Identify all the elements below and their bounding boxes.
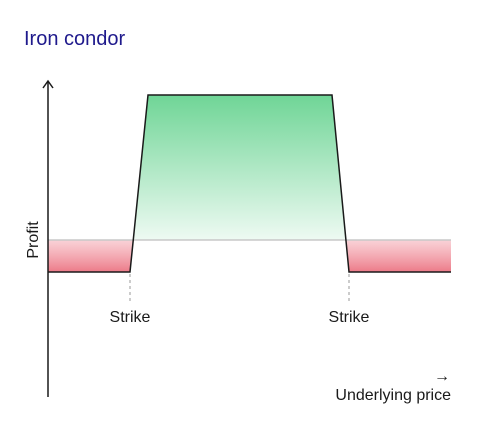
y-axis-arrowhead (42, 79, 54, 89)
diagram-title: Iron condor (24, 28, 126, 50)
loss-region-left (48, 240, 133, 272)
payoff-line (48, 94, 451, 273)
y-axis-label: Profit (25, 221, 42, 259)
strike-label-right: Strike (329, 309, 370, 326)
profit-region (133, 95, 346, 240)
loss-region-right (346, 240, 451, 272)
strike-label-left: Strike (110, 309, 151, 326)
x-axis-arrow-icon: → (434, 368, 450, 385)
x-axis-label: Underlying price (335, 387, 451, 404)
